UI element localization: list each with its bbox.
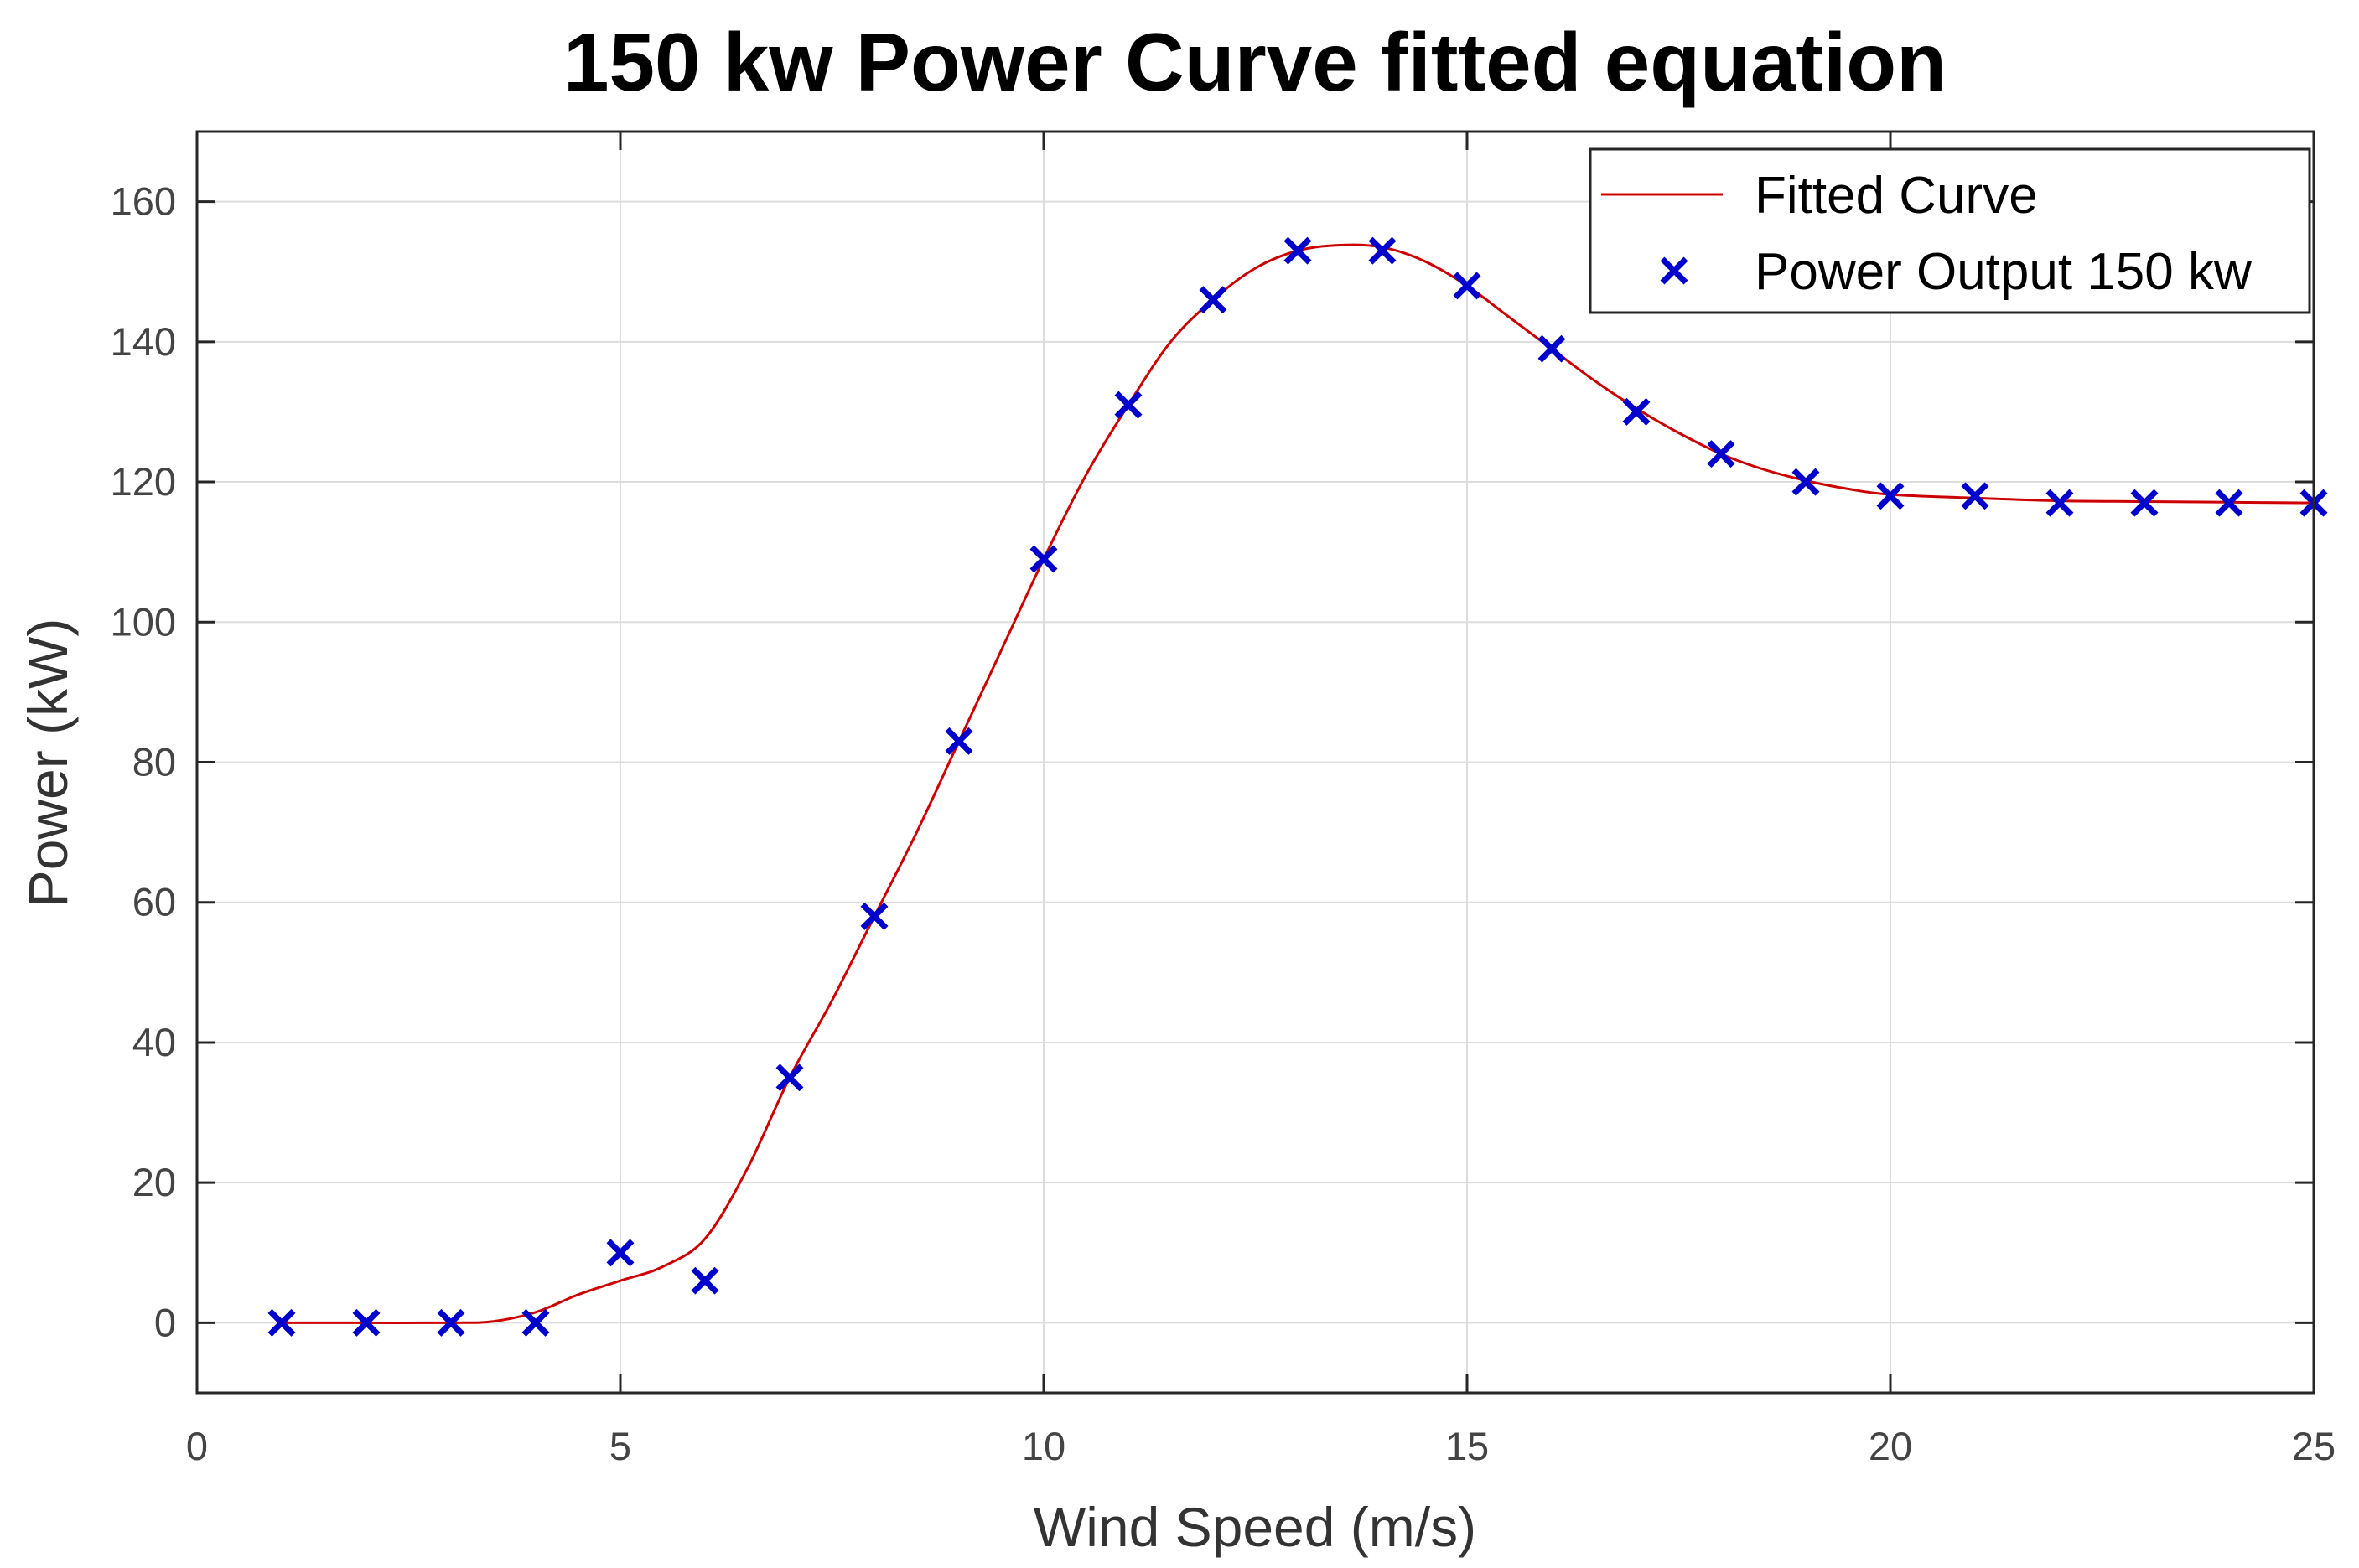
- x-tick-label: 0: [186, 1424, 208, 1468]
- power-output-point: [2045, 489, 2074, 517]
- legend-box: [1589, 147, 2311, 314]
- power-output-point: [437, 1308, 465, 1337]
- x-tick-label: 10: [1022, 1424, 1065, 1468]
- chart-title: 150 kw Power Curve fitted equation: [563, 16, 1947, 108]
- y-tick-label: 100: [111, 599, 176, 644]
- power-output-point: [1199, 286, 1227, 314]
- power-output-point: [860, 902, 889, 930]
- power-output-point: [945, 727, 973, 755]
- power-output-point: [1707, 440, 1735, 468]
- legend-label-power-output: Power Output 150 kw: [1755, 243, 2252, 301]
- power-output-point: [606, 1239, 635, 1267]
- y-tick-label: 140: [111, 319, 176, 364]
- legend: Fitted Curve Power Output 150 kw: [1589, 147, 2311, 314]
- y-tick-label: 40: [132, 1020, 176, 1064]
- x-tick-label: 5: [609, 1424, 631, 1468]
- power-output-point: [1368, 236, 1397, 265]
- x-tick-label: 25: [2292, 1424, 2336, 1468]
- legend-label-fitted-curve: Fitted Curve: [1755, 167, 2038, 225]
- x-tick-label: 15: [1445, 1424, 1489, 1468]
- power-output-point: [1791, 468, 1820, 496]
- fitted-curve-series: [281, 243, 2315, 1325]
- power-output-point: [2130, 489, 2159, 517]
- power-output-point: [1114, 391, 1143, 419]
- power-output-point: [267, 1308, 296, 1337]
- power-output-point: [1961, 482, 1989, 510]
- power-output-point: [1622, 397, 1651, 426]
- power-output-point: [1453, 272, 1481, 300]
- x-tick-label: 20: [1869, 1424, 1912, 1468]
- y-axis-label: Power (kW): [17, 618, 79, 908]
- y-tick-label: 80: [132, 740, 176, 784]
- power-output-point: [691, 1266, 719, 1295]
- y-tick-label: 60: [132, 880, 176, 924]
- plot-border: [195, 130, 2315, 1395]
- power-output-series: [267, 236, 2328, 1337]
- y-tick-label: 160: [111, 179, 176, 224]
- power-output-point: [1537, 334, 1566, 363]
- power-output-point: [352, 1308, 381, 1337]
- legend-marker-sample: [1660, 256, 1688, 285]
- x-axis-label: Wind Speed (m/s): [1034, 1496, 1476, 1558]
- y-tick-label: 20: [132, 1160, 176, 1204]
- power-output-point: [1876, 482, 1905, 510]
- y-tick-label: 0: [154, 1300, 176, 1344]
- power-output-point: [1283, 236, 1312, 265]
- power-output-point: [521, 1308, 550, 1337]
- power-output-point: [1029, 545, 1058, 573]
- power-output-point: [775, 1063, 804, 1092]
- power-output-point: [2215, 489, 2243, 517]
- fitted-curve-line: [281, 243, 2315, 1325]
- y-tick-label: 120: [111, 459, 176, 504]
